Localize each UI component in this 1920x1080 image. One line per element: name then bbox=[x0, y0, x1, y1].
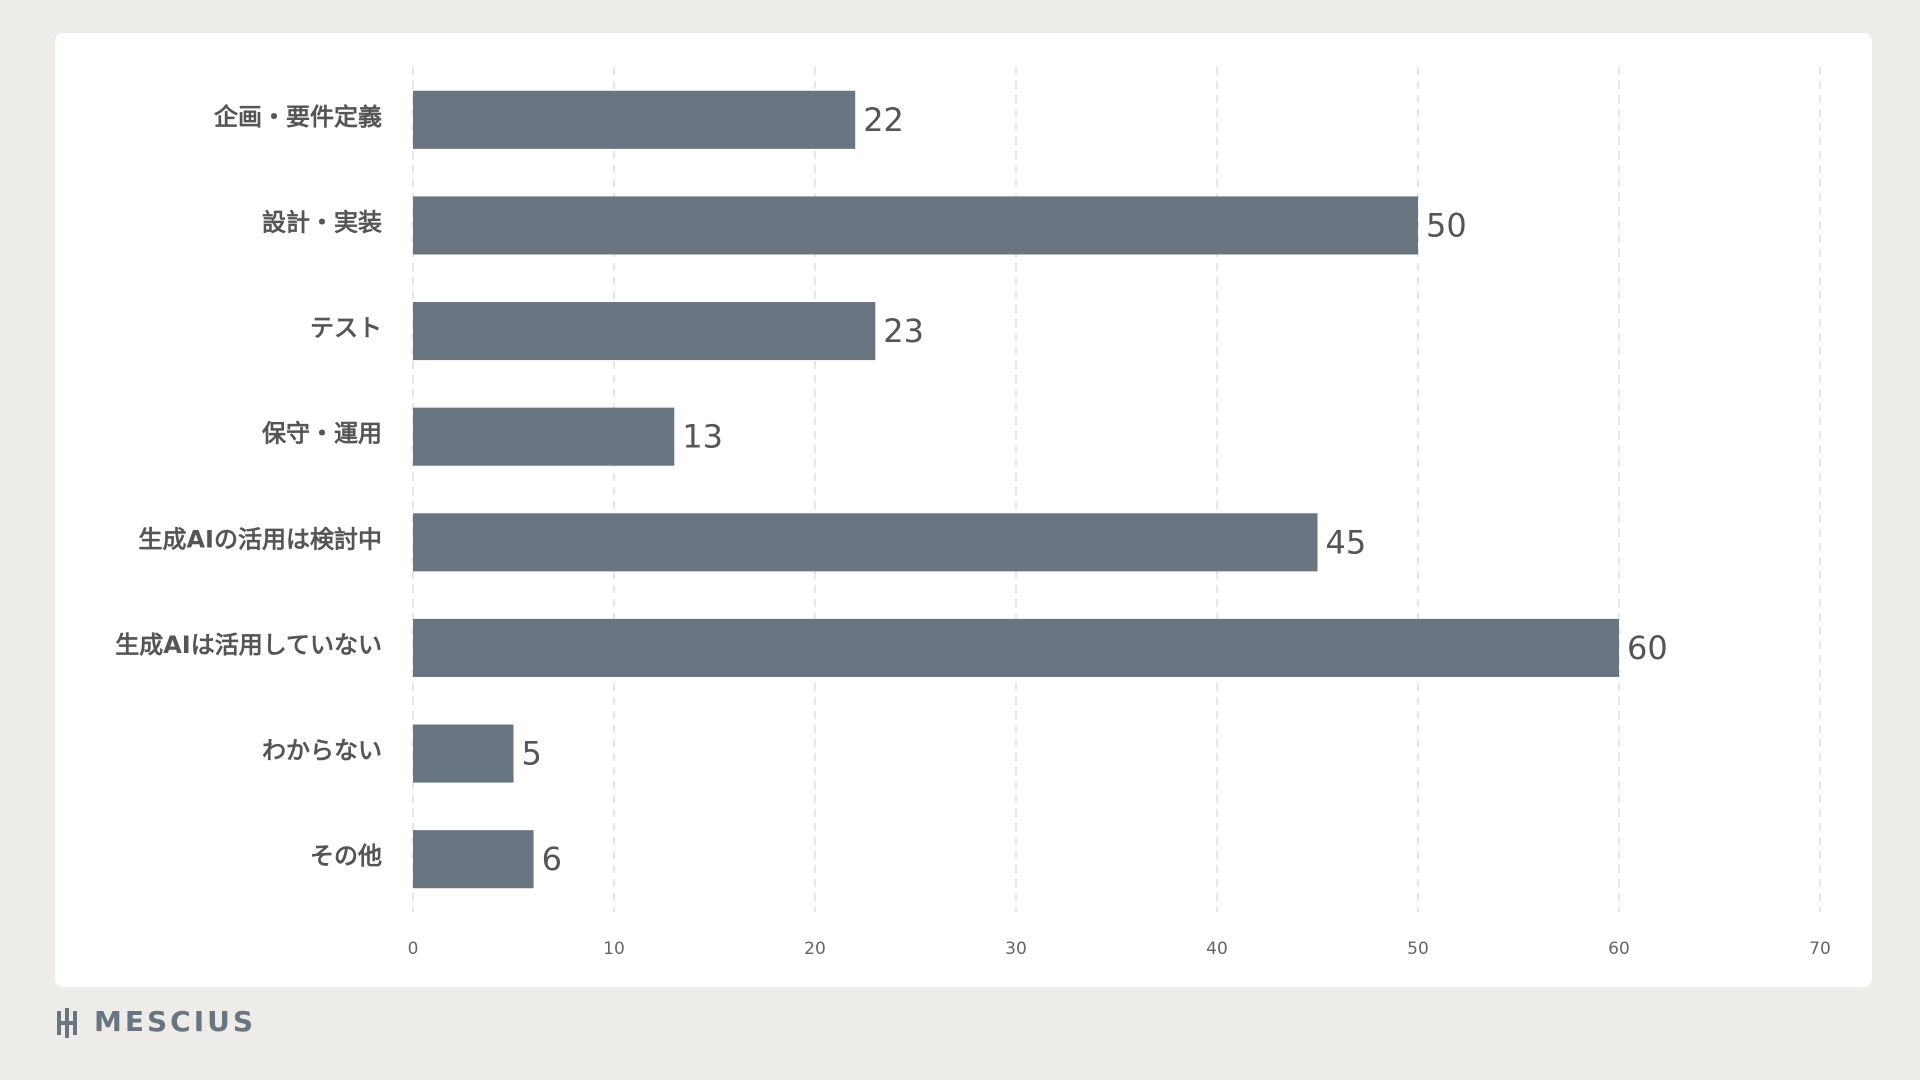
x-tick-label: 50 bbox=[1407, 939, 1429, 959]
category-label: 企画・要件定義 bbox=[214, 103, 382, 131]
x-tick-label: 60 bbox=[1608, 939, 1630, 959]
x-tick-label: 0 bbox=[408, 939, 419, 959]
logo-text: MESCIUS bbox=[94, 1005, 256, 1038]
category-label: その他 bbox=[310, 842, 382, 870]
value-label: 6 bbox=[542, 840, 562, 878]
value-label: 5 bbox=[522, 735, 542, 773]
bar bbox=[413, 513, 1318, 572]
bar bbox=[413, 302, 876, 361]
category-label: わからない bbox=[262, 737, 382, 765]
category-label: 生成AIの活用は検討中 bbox=[138, 525, 382, 553]
logo-icon bbox=[57, 1008, 77, 1038]
value-label: 45 bbox=[1326, 523, 1367, 561]
x-tick-label: 30 bbox=[1005, 939, 1027, 959]
x-tick-label: 40 bbox=[1206, 939, 1228, 959]
bar bbox=[413, 724, 514, 783]
category-label: 生成AIは活用していない bbox=[115, 631, 382, 659]
bar bbox=[413, 90, 856, 149]
x-tick-label: 20 bbox=[804, 939, 826, 959]
category-label: テスト bbox=[310, 314, 382, 342]
bar bbox=[413, 830, 534, 889]
x-tick-label: 70 bbox=[1809, 939, 1831, 959]
value-label: 13 bbox=[682, 418, 723, 456]
category-label: 保守・運用 bbox=[261, 420, 382, 448]
category-label: 設計・実装 bbox=[262, 208, 382, 236]
x-tick-label: 10 bbox=[603, 939, 625, 959]
value-label: 22 bbox=[863, 101, 904, 139]
bar bbox=[413, 618, 1619, 677]
value-label: 50 bbox=[1426, 206, 1467, 244]
bar bbox=[413, 407, 675, 466]
value-label: 60 bbox=[1627, 629, 1668, 667]
value-label: 23 bbox=[883, 312, 924, 350]
bar bbox=[413, 196, 1418, 255]
